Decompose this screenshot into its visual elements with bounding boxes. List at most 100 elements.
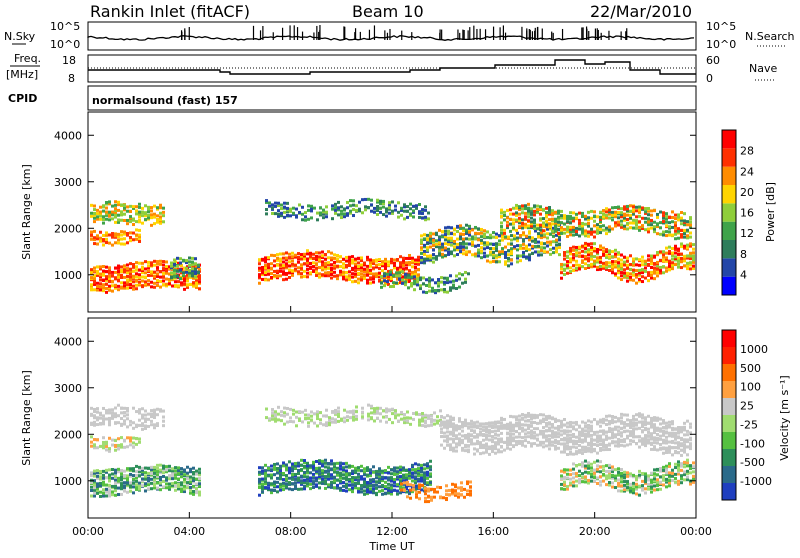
heatmap-cell	[336, 277, 339, 280]
heatmap-cell	[635, 435, 638, 438]
heatmap-cell	[307, 204, 310, 207]
heatmap-cell	[123, 407, 126, 410]
heatmap-cell	[587, 442, 590, 445]
heatmap-cell	[99, 237, 102, 240]
heatmap-cell	[141, 222, 144, 225]
heatmap-cell	[477, 254, 480, 257]
heatmap-cell	[379, 200, 382, 203]
heatmap-cell	[120, 417, 123, 420]
heatmap-cell	[153, 476, 156, 479]
heatmap-cell	[345, 483, 348, 486]
heatmap-cell	[288, 276, 291, 279]
heatmap-cell	[446, 435, 449, 438]
heatmap-cell	[90, 238, 93, 241]
heatmap-cell	[114, 221, 117, 224]
heatmap-cell	[587, 253, 590, 256]
heatmap-cell	[321, 263, 324, 266]
heatmap-cell	[566, 264, 569, 267]
heatmap-cell	[428, 277, 431, 280]
heatmap-cell	[455, 429, 458, 432]
heatmap-cell	[578, 264, 581, 267]
heatmap-cell	[686, 229, 689, 232]
heatmap-cell	[111, 211, 114, 214]
heatmap-cell	[375, 264, 378, 267]
heatmap-cell	[123, 243, 126, 246]
heatmap-cell	[289, 416, 292, 419]
heatmap-cell	[105, 476, 108, 479]
heatmap-cell	[638, 264, 641, 267]
heatmap-cell	[135, 465, 138, 468]
heatmap-cell	[424, 425, 427, 428]
heatmap-cell	[375, 484, 378, 487]
heatmap-cell	[665, 221, 668, 224]
heatmap-cell	[370, 203, 373, 206]
heatmap-cell	[629, 419, 632, 422]
heatmap-cell	[96, 416, 99, 419]
heatmap-cell	[539, 224, 542, 227]
heatmap-cell	[602, 250, 605, 253]
heatmap-cell	[198, 471, 201, 474]
heatmap-cell	[270, 272, 273, 275]
heatmap-cell	[423, 253, 426, 256]
heatmap-cell	[435, 243, 438, 246]
heatmap-cell	[168, 486, 171, 489]
heatmap-cell	[96, 209, 99, 212]
heatmap-cell	[584, 215, 587, 218]
heatmap-cell	[440, 444, 443, 447]
heatmap-cell	[563, 418, 566, 421]
heatmap-cell	[584, 250, 587, 253]
heatmap-cell	[174, 280, 177, 283]
heatmap-cell	[662, 439, 665, 442]
heatmap-cell	[327, 473, 330, 476]
heatmap-cell	[399, 468, 402, 471]
heatmap-cell	[689, 252, 692, 255]
heatmap-cell	[656, 261, 659, 264]
heatmap-cell	[446, 291, 449, 294]
heatmap-cell	[659, 250, 662, 253]
heatmap-cell	[665, 436, 668, 439]
heatmap-cell	[298, 410, 301, 413]
heatmap-cell	[403, 417, 406, 420]
heatmap-cell	[185, 267, 188, 270]
heatmap-cell	[482, 422, 485, 425]
heatmap-cell	[554, 448, 557, 451]
heatmap-cell	[665, 256, 668, 259]
heatmap-cell	[453, 228, 456, 231]
heatmap-cell	[342, 271, 345, 274]
heatmap-cell	[99, 470, 102, 473]
heatmap-cell	[617, 224, 620, 227]
heatmap-cell	[590, 420, 593, 423]
heatmap-cell	[99, 206, 102, 209]
heatmap-cell	[370, 199, 373, 202]
heatmap-cell	[366, 474, 369, 477]
heatmap-cell	[318, 481, 321, 484]
heatmap-cell	[102, 204, 105, 207]
heatmap-cell	[587, 257, 590, 260]
heatmap-cell	[590, 434, 593, 437]
heatmap-cell	[105, 410, 108, 413]
heatmap-cell	[548, 222, 551, 225]
heatmap-cell	[282, 464, 285, 467]
heatmap-cell	[590, 248, 593, 251]
heatmap-cell	[674, 245, 677, 248]
heatmap-cell	[144, 475, 147, 478]
heatmap-cell	[584, 255, 587, 258]
heatmap-cell	[617, 211, 620, 214]
heatmap-cell	[433, 488, 436, 491]
heatmap-cell	[476, 448, 479, 451]
heatmap-cell	[369, 487, 372, 490]
heatmap-cell	[420, 464, 423, 467]
heatmap-cell	[138, 269, 141, 272]
heatmap-cell	[426, 234, 429, 237]
heatmap-cell	[108, 289, 111, 292]
heatmap-cell	[363, 483, 366, 486]
heatmap-cell	[401, 282, 404, 285]
heatmap-cell	[486, 230, 489, 233]
heatmap-cell	[521, 444, 524, 447]
heatmap-cell	[442, 496, 445, 499]
heatmap-cell	[495, 249, 498, 252]
heatmap-cell	[455, 434, 458, 437]
heatmap-cell	[93, 266, 96, 269]
heatmap-cell	[310, 410, 313, 413]
noise-right-label: N.Search	[745, 30, 795, 43]
